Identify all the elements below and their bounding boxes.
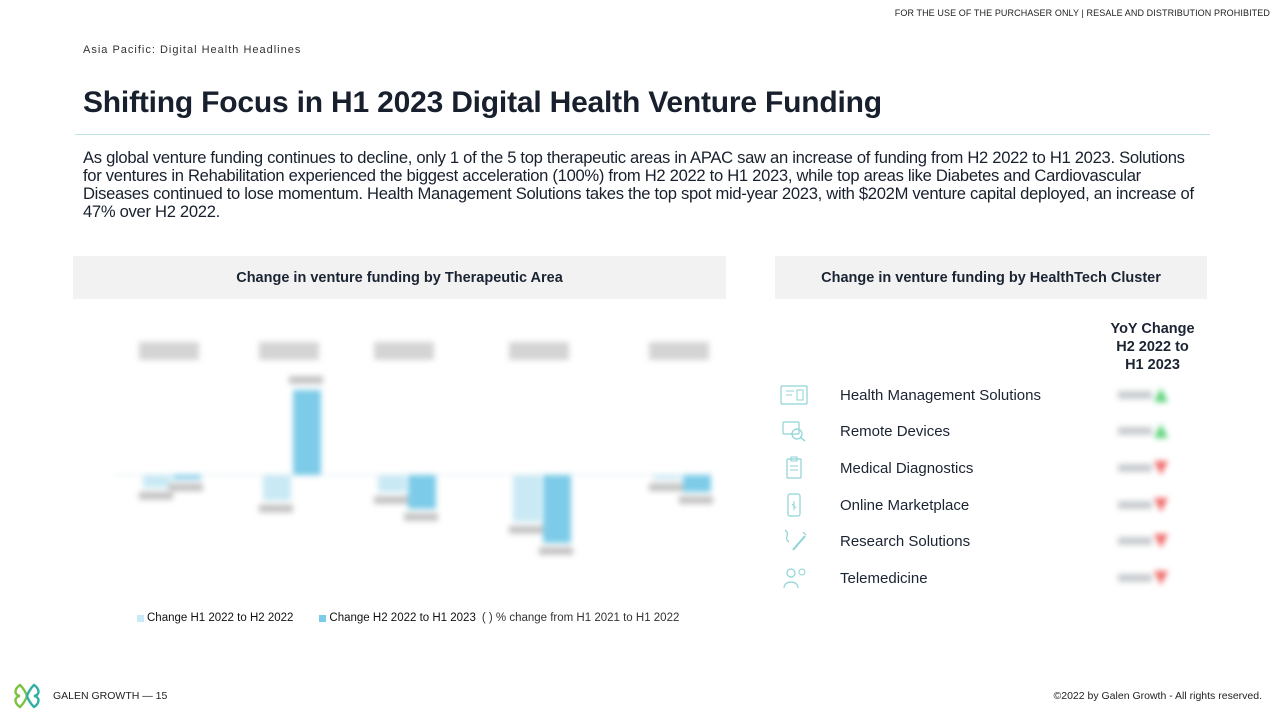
bar-series1-2 — [378, 475, 406, 492]
yoy-change-value — [1110, 385, 1176, 405]
therapeutic-area-chart-title: Change in venture funding by Therapeutic… — [73, 256, 726, 299]
cluster-row: Health Management Solutions — [780, 380, 1200, 410]
footer-brand: GALEN GROWTH — 15 — [53, 690, 168, 702]
legend-swatch-series1 — [137, 614, 144, 622]
data-label-series2-3 — [539, 547, 573, 555]
healthtech-cluster-title: Change in venture funding by HealthTech … — [775, 256, 1207, 299]
cluster-label: Remote Devices — [840, 422, 951, 440]
dashboard-icon — [780, 382, 808, 408]
section-kicker: Asia Pacific: Digital Health Headlines — [83, 44, 302, 56]
yoy-header-line3: H1 2023 — [1125, 357, 1180, 373]
cluster-label: Medical Diagnostics — [840, 459, 974, 477]
yoy-change-value — [1110, 531, 1176, 551]
remote-monitor-icon — [780, 418, 808, 444]
legend-label-series2: Change H2 2022 to H1 2023 — [329, 612, 476, 624]
cluster-row: Online Marketplace — [780, 490, 1200, 520]
legend-note: ( ) % change from H1 2021 to H1 2022 — [481, 612, 680, 624]
lead-paragraph: As global venture funding continues to d… — [83, 148, 1194, 221]
galen-growth-logo-icon — [14, 683, 40, 709]
cluster-label: Research Solutions — [840, 532, 971, 550]
data-label-series1-3 — [509, 525, 543, 534]
arrow-down-icon — [1154, 461, 1168, 475]
arrow-down-icon — [1154, 534, 1168, 548]
cluster-row: Research Solutions — [780, 526, 1200, 556]
therapeutic-area-chart — [73, 300, 726, 608]
cluster-row: Remote Devices — [780, 416, 1200, 446]
bar-series2-2 — [408, 475, 436, 509]
footer-copyright: ©2022 by Galen Growth - All rights reser… — [1053, 690, 1263, 702]
category-label-2 — [374, 342, 434, 360]
data-label-series2-0 — [169, 483, 203, 492]
bar-series1-4 — [653, 475, 681, 480]
distribution-notice: FOR THE USE OF THE PURCHASER ONLY | RESA… — [894, 8, 1270, 18]
bar-series2-0 — [173, 475, 201, 480]
cluster-label: Telemedicine — [840, 569, 928, 587]
legend-swatch-series2 — [319, 614, 327, 622]
bar-series1-1 — [263, 475, 291, 501]
cluster-label: Online Marketplace — [840, 496, 970, 514]
category-label-4 — [649, 342, 709, 360]
legend-label-series1: Change H1 2022 to H2 2022 — [147, 612, 294, 624]
data-label-series1-1 — [259, 504, 293, 513]
bar-series2-1 — [293, 390, 321, 475]
data-label-series2-4 — [679, 496, 713, 504]
chart-bars-group — [113, 342, 713, 555]
clipboard-icon — [780, 455, 808, 481]
yoy-change-header: YoY Change H2 2022 to H1 2023 — [1100, 320, 1205, 374]
title-divider — [75, 134, 1210, 135]
arrow-up-icon — [1154, 424, 1168, 438]
category-label-3 — [509, 342, 569, 360]
arrow-down-icon — [1154, 498, 1168, 512]
doctor-icon — [780, 565, 808, 591]
cluster-label: Health Management Solutions — [840, 386, 1041, 404]
cluster-row: Telemedicine — [780, 563, 1200, 593]
data-label-series2-2 — [404, 513, 438, 521]
yoy-change-value — [1110, 568, 1176, 588]
phone-cart-icon — [780, 492, 808, 518]
yoy-change-value — [1110, 421, 1176, 441]
bar-series1-0 — [143, 475, 171, 488]
page-title: Shifting Focus in H1 2023 Digital Health… — [83, 86, 882, 119]
data-label-series1-2 — [374, 496, 408, 504]
therapeutic-area-chart-svg — [113, 342, 713, 555]
data-label-series1-0 — [139, 491, 173, 500]
chart-legend: Change H1 2022 to H2 2022 Change H2 2022… — [137, 612, 679, 624]
category-label-0 — [139, 342, 199, 360]
arrow-down-icon — [1154, 571, 1168, 585]
arrow-up-icon — [1154, 388, 1168, 402]
yoy-change-value — [1110, 495, 1176, 515]
yoy-header-line2: H2 2022 to — [1116, 339, 1189, 355]
category-label-1 — [259, 342, 319, 360]
yoy-change-value — [1110, 458, 1176, 478]
cluster-row: Medical Diagnostics — [780, 453, 1200, 483]
bar-series2-3 — [543, 475, 571, 543]
data-label-series2-1 — [289, 376, 323, 384]
bar-series1-3 — [513, 475, 541, 522]
data-label-series1-4 — [649, 483, 683, 492]
bar-series2-4 — [683, 475, 711, 492]
yoy-header-line1: YoY Change — [1110, 321, 1195, 337]
dna-syringe-icon — [780, 528, 808, 554]
